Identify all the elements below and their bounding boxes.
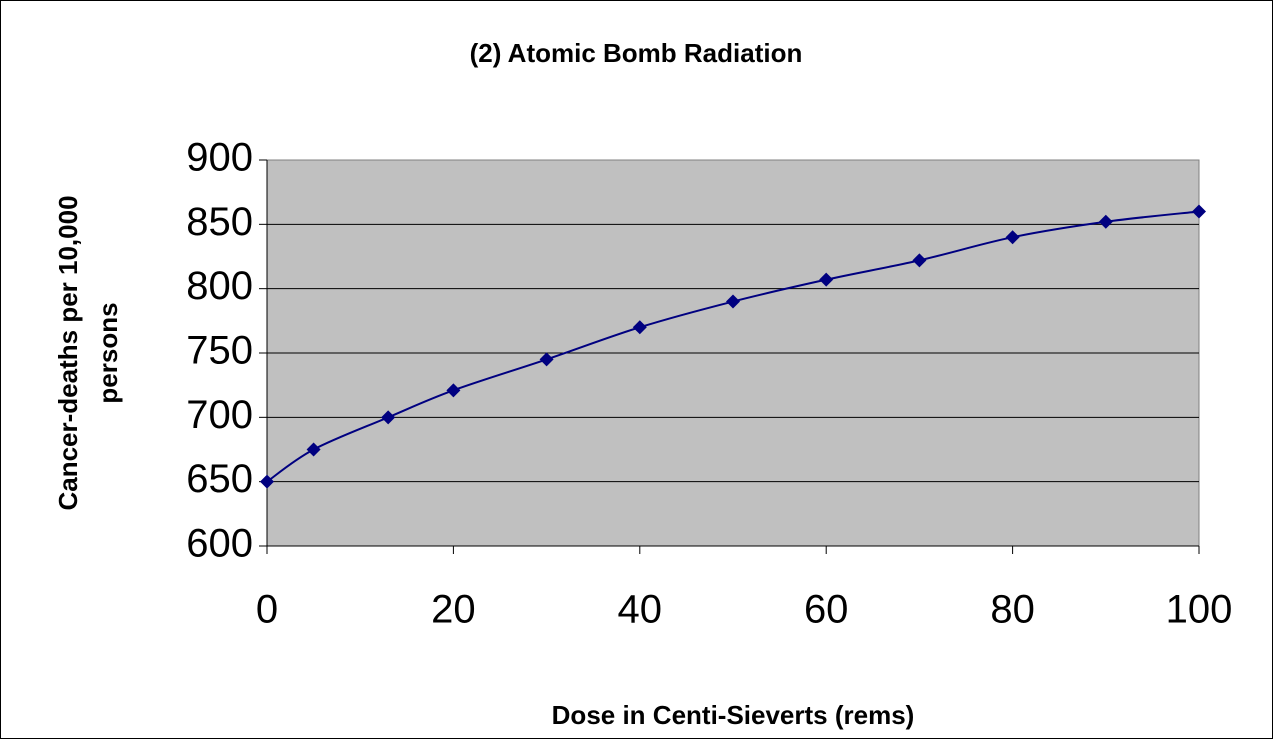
marker <box>1098 214 1113 229</box>
marker <box>446 383 461 398</box>
marker <box>726 294 740 309</box>
marker <box>381 410 396 425</box>
marker <box>1005 230 1020 245</box>
y-tick-label: 600 <box>186 522 253 566</box>
x-tick-label: 20 <box>431 588 476 632</box>
y-tick-label: 800 <box>186 264 253 308</box>
chart-title: (2) Atomic Bomb Radiation <box>470 38 803 68</box>
marker <box>539 352 554 367</box>
marker <box>632 320 647 335</box>
y-tick-label: 750 <box>186 329 253 373</box>
marker <box>260 474 274 489</box>
marker <box>1192 204 1206 219</box>
x-tick-label: 0 <box>256 588 278 632</box>
x-tick-label: 100 <box>1166 588 1233 632</box>
marker <box>306 442 321 457</box>
y-tick-label: 850 <box>186 200 253 244</box>
marker <box>819 272 834 287</box>
y-tick-label: 900 <box>186 136 253 180</box>
y-axis-label: persons <box>93 302 123 403</box>
x-tick-label: 80 <box>990 588 1035 632</box>
y-axis-label: Cancer-deaths per 10,000 <box>53 195 83 510</box>
x-tick-label: 60 <box>804 588 849 632</box>
y-tick-label: 700 <box>186 393 253 437</box>
marker <box>912 253 927 268</box>
x-tick-label: 40 <box>618 588 663 632</box>
y-tick-label: 650 <box>186 457 253 501</box>
x-axis-label: Dose in Centi-Sieverts (rems) <box>552 700 915 730</box>
